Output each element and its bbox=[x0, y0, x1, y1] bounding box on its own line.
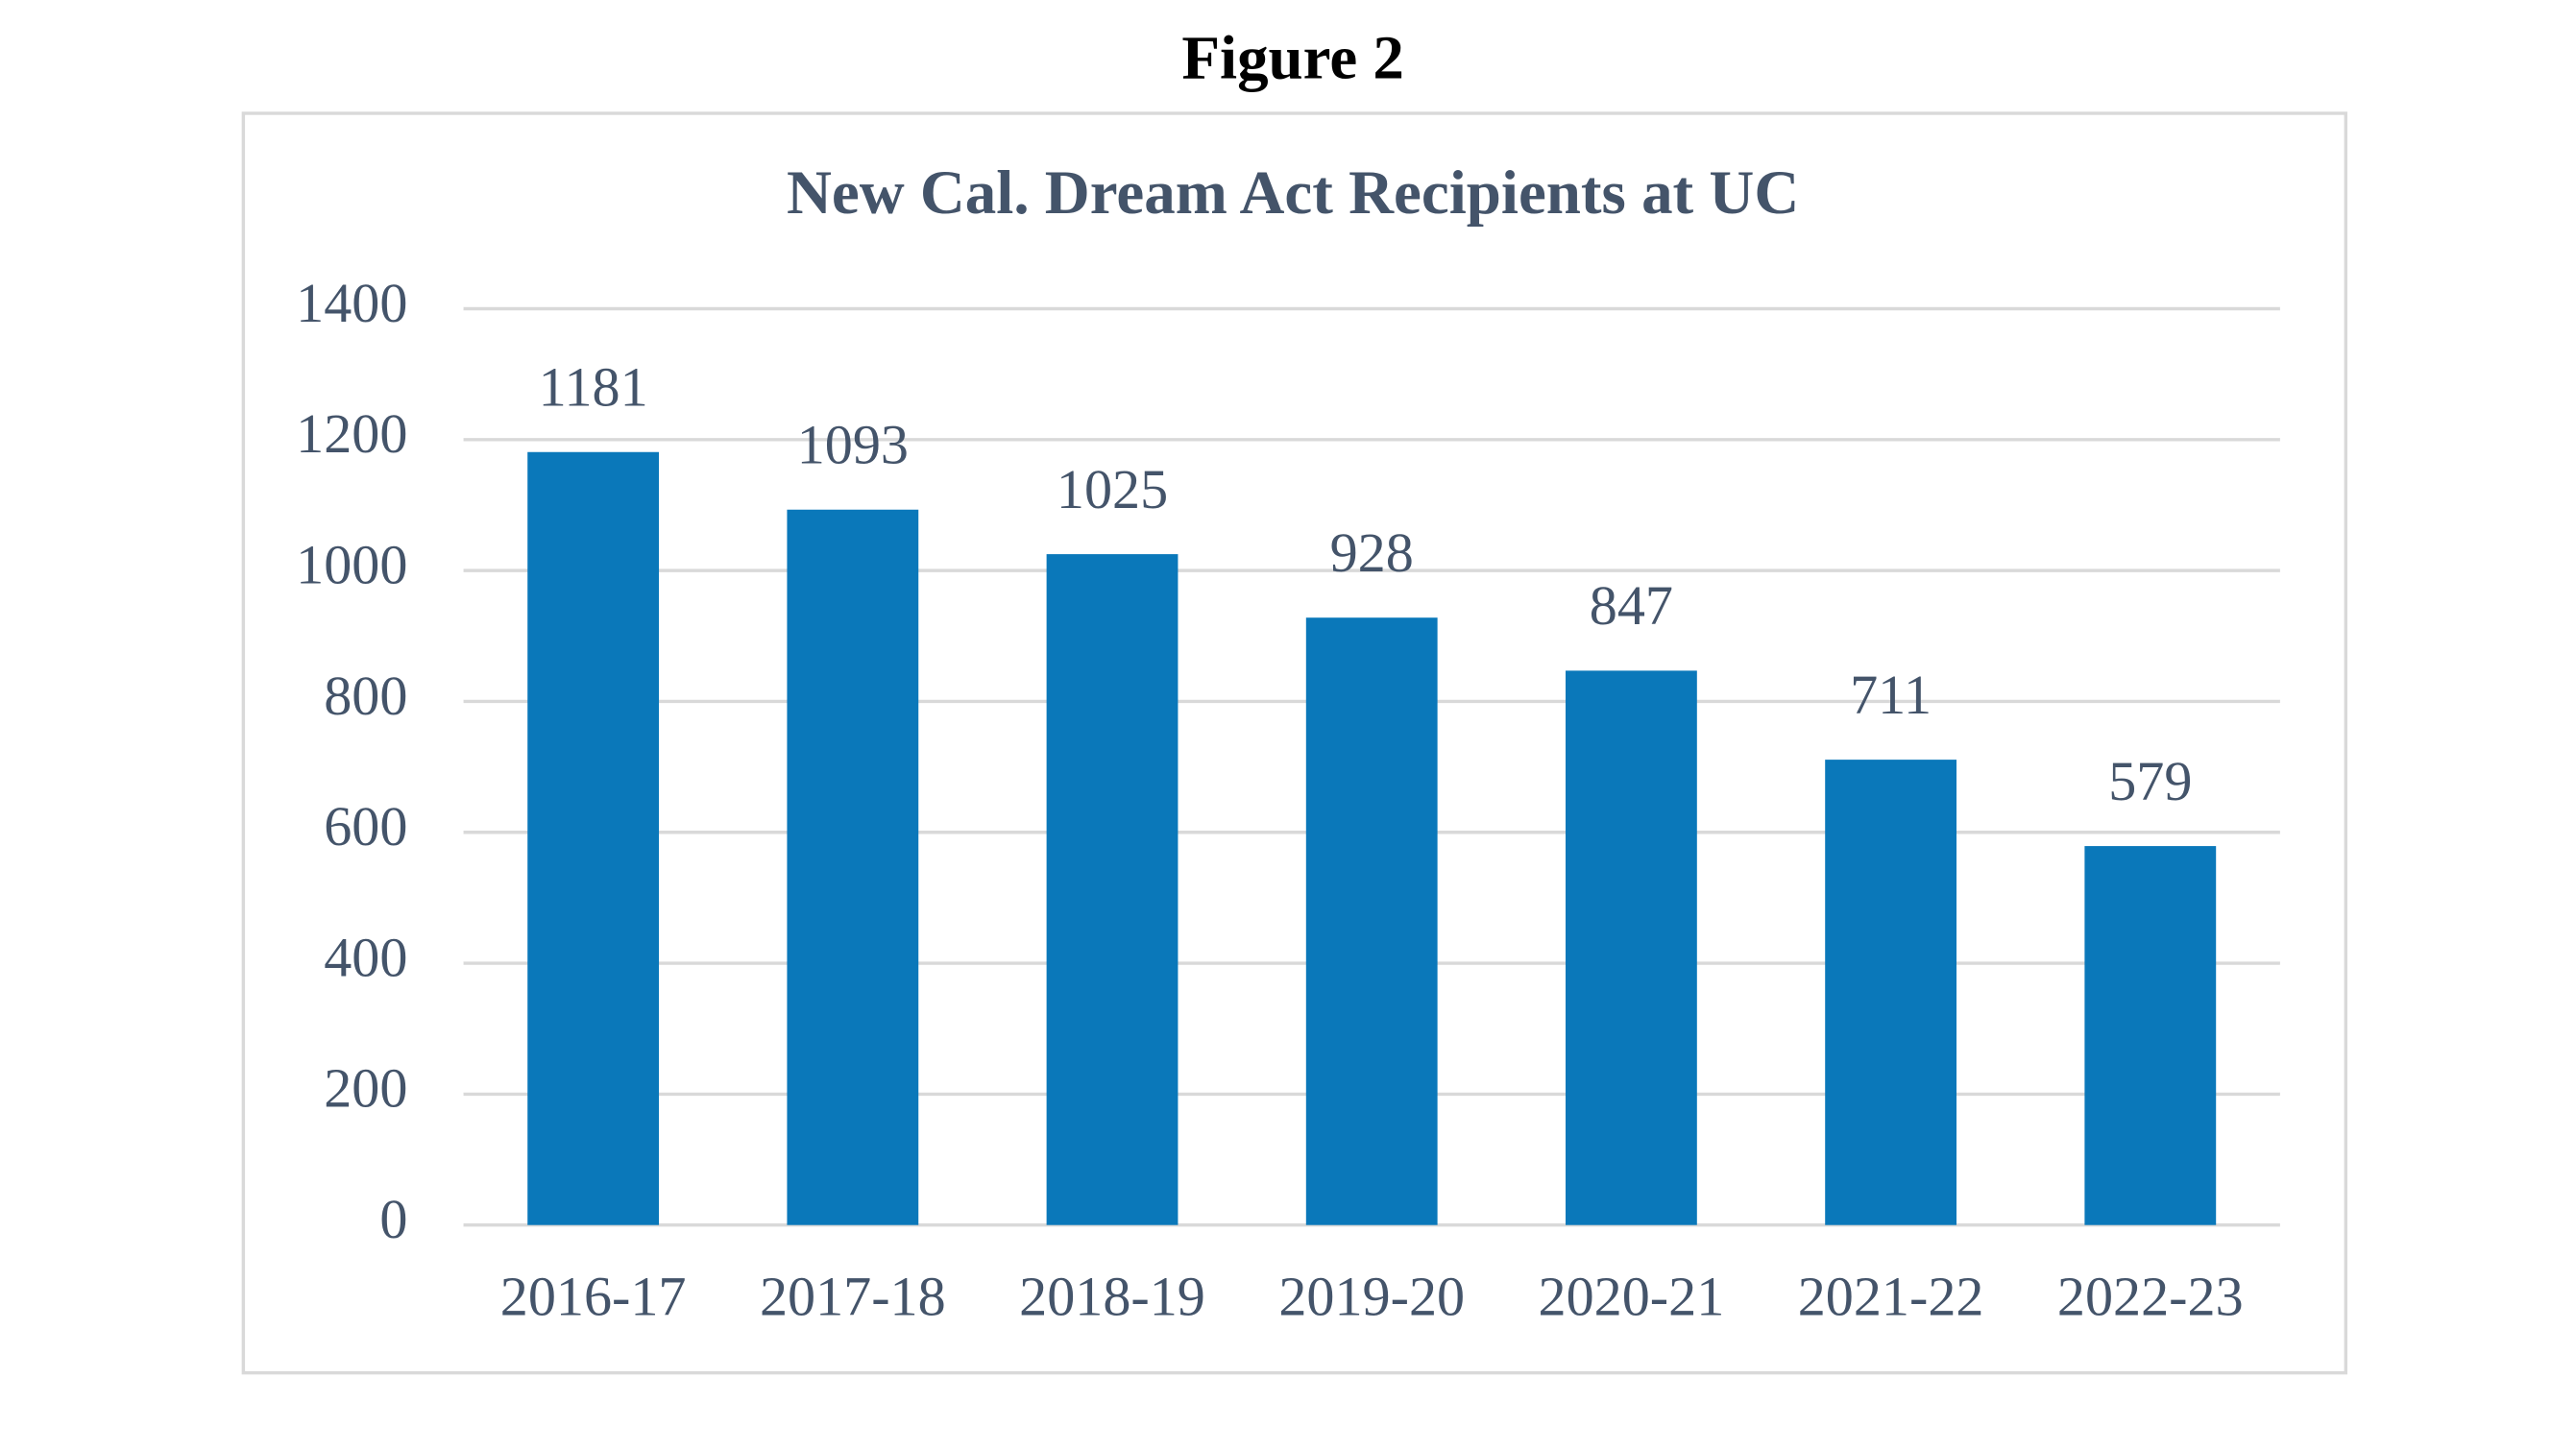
data-label: 711 bbox=[1850, 664, 1932, 726]
bar bbox=[2084, 846, 2217, 1225]
x-tick-label: 2018-19 bbox=[1019, 1265, 1205, 1327]
chart-title: New Cal. Dream Act Recipients at UC bbox=[787, 158, 1799, 228]
x-tick-label: 2021-22 bbox=[1798, 1265, 1984, 1327]
data-label: 847 bbox=[1590, 574, 1673, 637]
data-label: 928 bbox=[1330, 521, 1414, 584]
x-tick-label: 2022-23 bbox=[2057, 1265, 2244, 1327]
data-label: 579 bbox=[2108, 750, 2192, 812]
data-label: 1093 bbox=[797, 414, 909, 476]
y-tick-label: 200 bbox=[324, 1057, 407, 1120]
bar bbox=[787, 509, 919, 1225]
x-tick-label: 2019-20 bbox=[1278, 1265, 1465, 1327]
y-tick-label: 0 bbox=[379, 1188, 407, 1250]
bar bbox=[1305, 617, 1438, 1225]
data-label: 1181 bbox=[539, 356, 648, 419]
x-tick-label: 2017-18 bbox=[760, 1265, 946, 1327]
y-tick-label: 600 bbox=[324, 795, 407, 858]
x-tick-label: 2020-21 bbox=[1539, 1265, 1725, 1327]
y-tick-label: 1200 bbox=[296, 402, 407, 465]
y-tick-label: 800 bbox=[324, 665, 407, 727]
y-tick-label: 400 bbox=[324, 926, 407, 988]
figure-label: Figure 2 bbox=[1181, 24, 1404, 93]
bar bbox=[1566, 670, 1697, 1225]
data-label: 1025 bbox=[1057, 458, 1168, 520]
y-tick-label: 1400 bbox=[296, 272, 407, 334]
x-tick-label: 2016-17 bbox=[500, 1265, 687, 1327]
bar bbox=[527, 451, 660, 1225]
bar bbox=[1825, 760, 1957, 1225]
bar bbox=[1046, 554, 1179, 1225]
y-tick-label: 1000 bbox=[296, 533, 407, 595]
